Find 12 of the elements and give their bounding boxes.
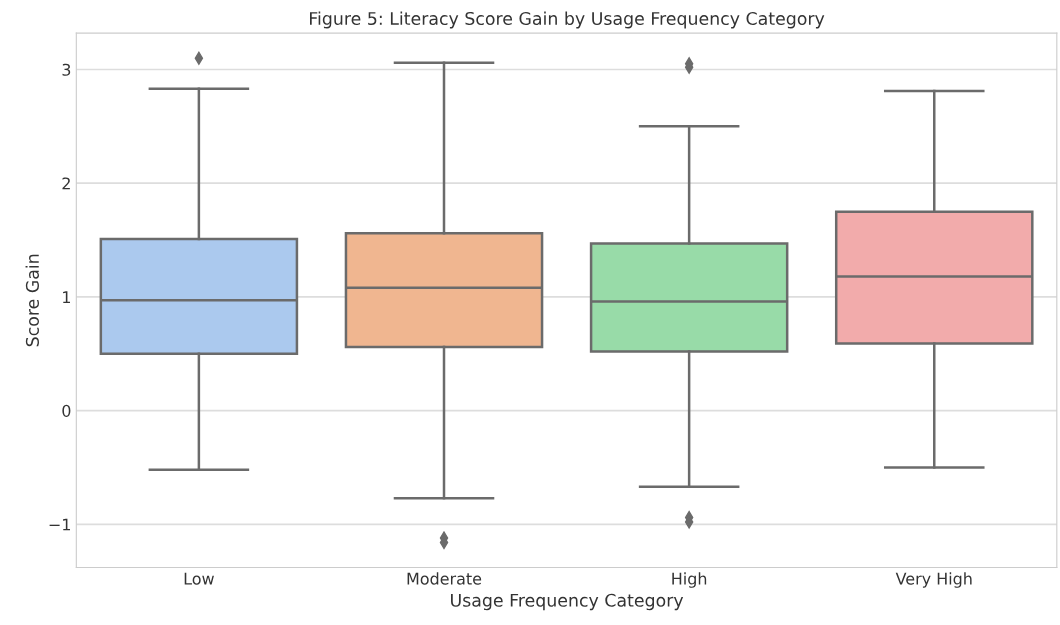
y-axis-title: Score Gain [25, 254, 39, 347]
x-tick-label: Low [184, 572, 214, 585]
y-tick-label: 1 [63, 291, 70, 303]
y-tick-label: 0 [62, 404, 71, 417]
x-axis-title: Usage Frequency Category [451, 593, 684, 611]
y-tick-label: 3 [62, 63, 71, 76]
x-tick-label: Very High [895, 572, 972, 588]
chart-title: Figure 5: Literacy Score Gain by Usage Frequency Category [310, 11, 825, 29]
y-tick-label: 2 [62, 177, 70, 190]
x-tick-label: Moderate [407, 572, 482, 585]
y-tick-label: −1 [49, 518, 70, 531]
x-tick-label: High [672, 572, 707, 588]
